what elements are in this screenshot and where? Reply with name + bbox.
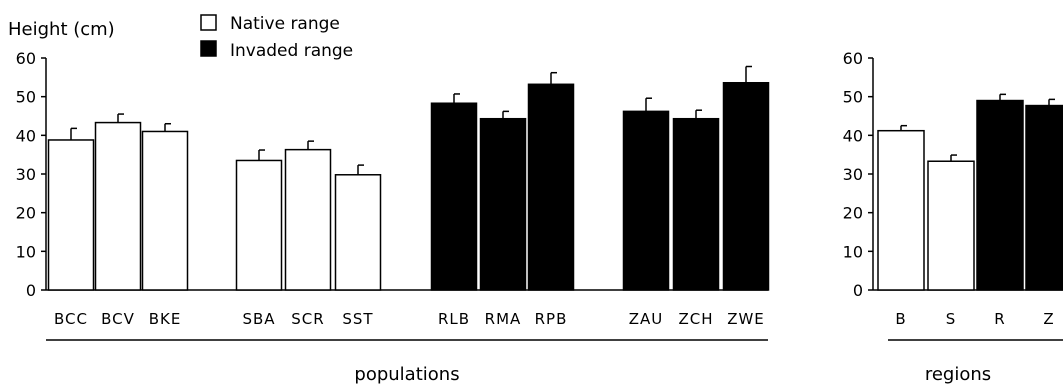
bars [877,93,1063,291]
legend: Native range Invaded range [200,14,353,61]
legend-label-native: Native range [230,14,340,34]
x-tick-label: ZWE [727,310,765,328]
bar-BKE [141,130,189,291]
bar-RLB [430,102,478,291]
x-tick-label: Z [1043,310,1054,328]
x-tick-label: BCV [101,310,135,328]
bar-ZAU [622,110,670,291]
y-axis: 0 10 20 30 40 50 60 [16,49,768,300]
y-tick-label: 40 [16,126,36,145]
bar-R [976,99,1024,291]
y-tick-label: 50 [16,88,36,107]
x-tick-labels: BCC BCV BKE SBA SCR SST RLB RMA RPB ZAU ZCH ZWE [54,310,765,328]
bar-SST [334,174,382,291]
x-tick-label: RMA [485,310,522,328]
bars [47,65,770,291]
bar-BCC [47,139,95,291]
legend-swatch-native [200,14,217,31]
y-tick-label: 10 [16,242,36,261]
legend-label-invaded: Invaded range [230,41,353,61]
x-tick-label: BKE [149,310,182,328]
bar-SBA [235,159,283,291]
y-tick-label: 20 [843,204,863,223]
x-tick-label: RPB [535,310,568,328]
bar-RMA [479,117,527,291]
x-tick-label: SCR [291,310,324,328]
x-tick-label: BCC [54,310,88,328]
y-tick-label: 30 [16,165,36,184]
bar-RPB [527,83,575,291]
y-tick-label: 10 [843,242,863,261]
bar-S [927,160,975,291]
y-axis-label: Height (cm) [8,19,115,40]
legend-swatch-invaded [200,40,217,57]
y-tick-label: 30 [843,165,863,184]
y-tick-label: 0 [26,281,36,300]
y-tick-label: 60 [16,49,36,68]
x-tick-label: R [994,310,1005,328]
x-axis-label-regions: regions [925,364,991,385]
x-tick-label: SBA [242,310,275,328]
y-tick-label: 20 [16,204,36,223]
bar-ZWE [722,81,770,291]
y-tick-label: 0 [853,281,863,300]
bar-B [877,129,925,291]
bar-SCR [284,148,332,291]
x-tick-label: ZCH [678,310,713,328]
bar-Z [1025,104,1063,291]
y-tick-label: 60 [843,49,863,68]
x-tick-label: RLB [438,310,470,328]
y-tick-label: 50 [843,88,863,107]
populations-panel: Height (cm) Native range Invaded range 0… [8,14,770,385]
x-tick-label: B [895,310,906,328]
x-tick-label: ZAU [629,310,664,328]
bar-ZCH [672,117,720,291]
x-tick-label: SST [342,310,373,328]
regions-panel: 0 10 20 30 40 50 60 B S R Z regions [843,49,1063,385]
y-tick-label: 40 [843,126,863,145]
bar-BCV [94,121,142,291]
x-axis-label-populations: populations [354,364,459,385]
x-tick-label: S [946,310,957,328]
